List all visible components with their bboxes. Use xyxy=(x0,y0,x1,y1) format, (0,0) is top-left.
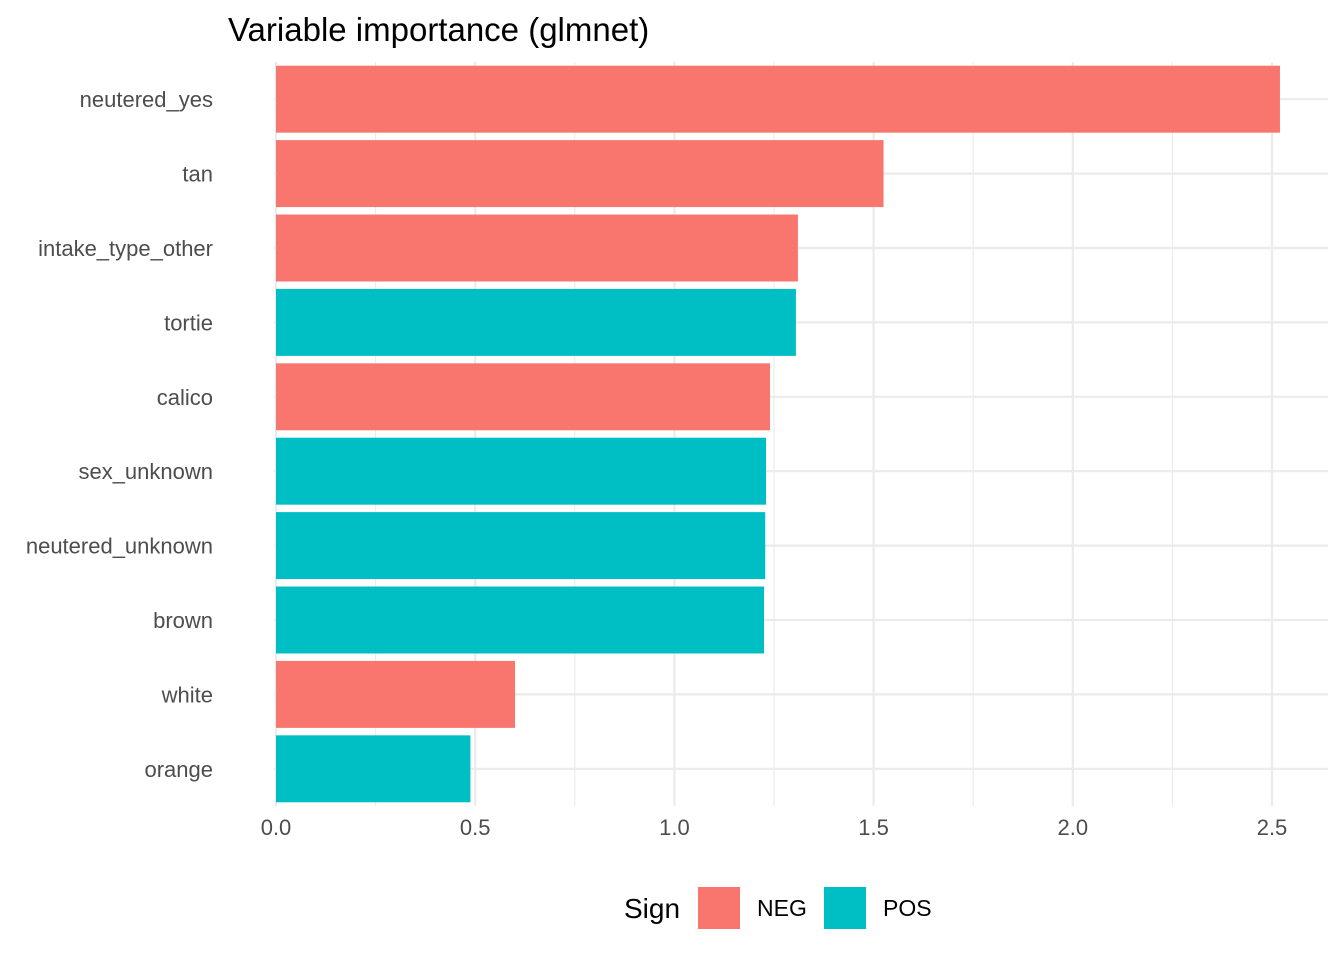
chart-title: Variable importance (glmnet) xyxy=(228,11,649,48)
bars xyxy=(276,65,1280,803)
x-tick-label: 0.0 xyxy=(261,815,292,840)
y-tick-label: neutered_unknown xyxy=(26,534,213,559)
y-tick-label: tortie xyxy=(164,310,213,335)
bar-orange xyxy=(276,735,471,803)
bar-neutered-unknown xyxy=(276,512,766,580)
legend: Sign NEG POS xyxy=(624,887,932,929)
legend-label-pos: POS xyxy=(883,895,932,921)
bar-tan xyxy=(276,140,884,208)
bar-neutered-yes xyxy=(276,65,1280,133)
bar-calico xyxy=(276,363,771,431)
x-axis-tick-labels: 0.0 0.5 1.0 1.5 2.0 2.5 xyxy=(261,815,1288,840)
legend-key-pos xyxy=(824,887,866,929)
legend-key-neg xyxy=(698,887,740,929)
y-tick-label: intake_type_other xyxy=(38,236,213,261)
bar-white xyxy=(276,660,516,728)
legend-title: Sign xyxy=(624,893,680,924)
x-tick-label: 2.5 xyxy=(1257,815,1288,840)
bar-intake-type-other xyxy=(276,214,798,282)
y-tick-label: sex_unknown xyxy=(78,459,213,484)
y-tick-label: brown xyxy=(153,608,213,633)
x-tick-label: 1.5 xyxy=(858,815,889,840)
x-tick-label: 2.0 xyxy=(1058,815,1089,840)
x-tick-label: 1.0 xyxy=(659,815,690,840)
bar-sex-unknown xyxy=(276,437,767,505)
y-tick-label: calico xyxy=(157,385,213,410)
x-tick-label: 0.5 xyxy=(460,815,491,840)
y-tick-label: neutered_yes xyxy=(80,87,213,112)
bar-brown xyxy=(276,586,765,654)
legend-label-neg: NEG xyxy=(757,895,807,921)
bar-tortie xyxy=(276,288,796,356)
y-tick-label: tan xyxy=(182,162,213,187)
y-tick-label: white xyxy=(161,682,213,707)
y-tick-label: orange xyxy=(144,757,213,782)
